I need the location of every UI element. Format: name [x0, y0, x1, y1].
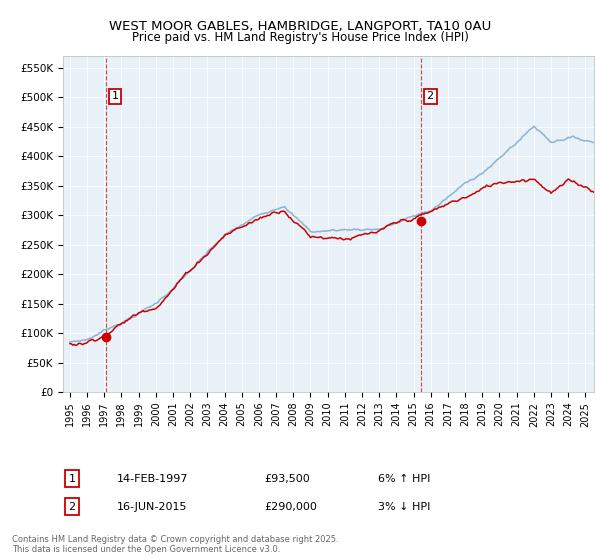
Text: 1: 1 [68, 474, 76, 484]
Text: 2: 2 [68, 502, 76, 512]
Text: £290,000: £290,000 [264, 502, 317, 512]
Text: 1: 1 [112, 91, 118, 101]
Text: £93,500: £93,500 [264, 474, 310, 484]
Text: Price paid vs. HM Land Registry's House Price Index (HPI): Price paid vs. HM Land Registry's House … [131, 31, 469, 44]
Text: 14-FEB-1997: 14-FEB-1997 [117, 474, 188, 484]
Text: 6% ↑ HPI: 6% ↑ HPI [378, 474, 430, 484]
Text: 2: 2 [427, 91, 434, 101]
Text: WEST MOOR GABLES, HAMBRIDGE, LANGPORT, TA10 0AU: WEST MOOR GABLES, HAMBRIDGE, LANGPORT, T… [109, 20, 491, 32]
Text: 3% ↓ HPI: 3% ↓ HPI [378, 502, 430, 512]
Text: Contains HM Land Registry data © Crown copyright and database right 2025.
This d: Contains HM Land Registry data © Crown c… [12, 535, 338, 554]
Text: 16-JUN-2015: 16-JUN-2015 [117, 502, 187, 512]
